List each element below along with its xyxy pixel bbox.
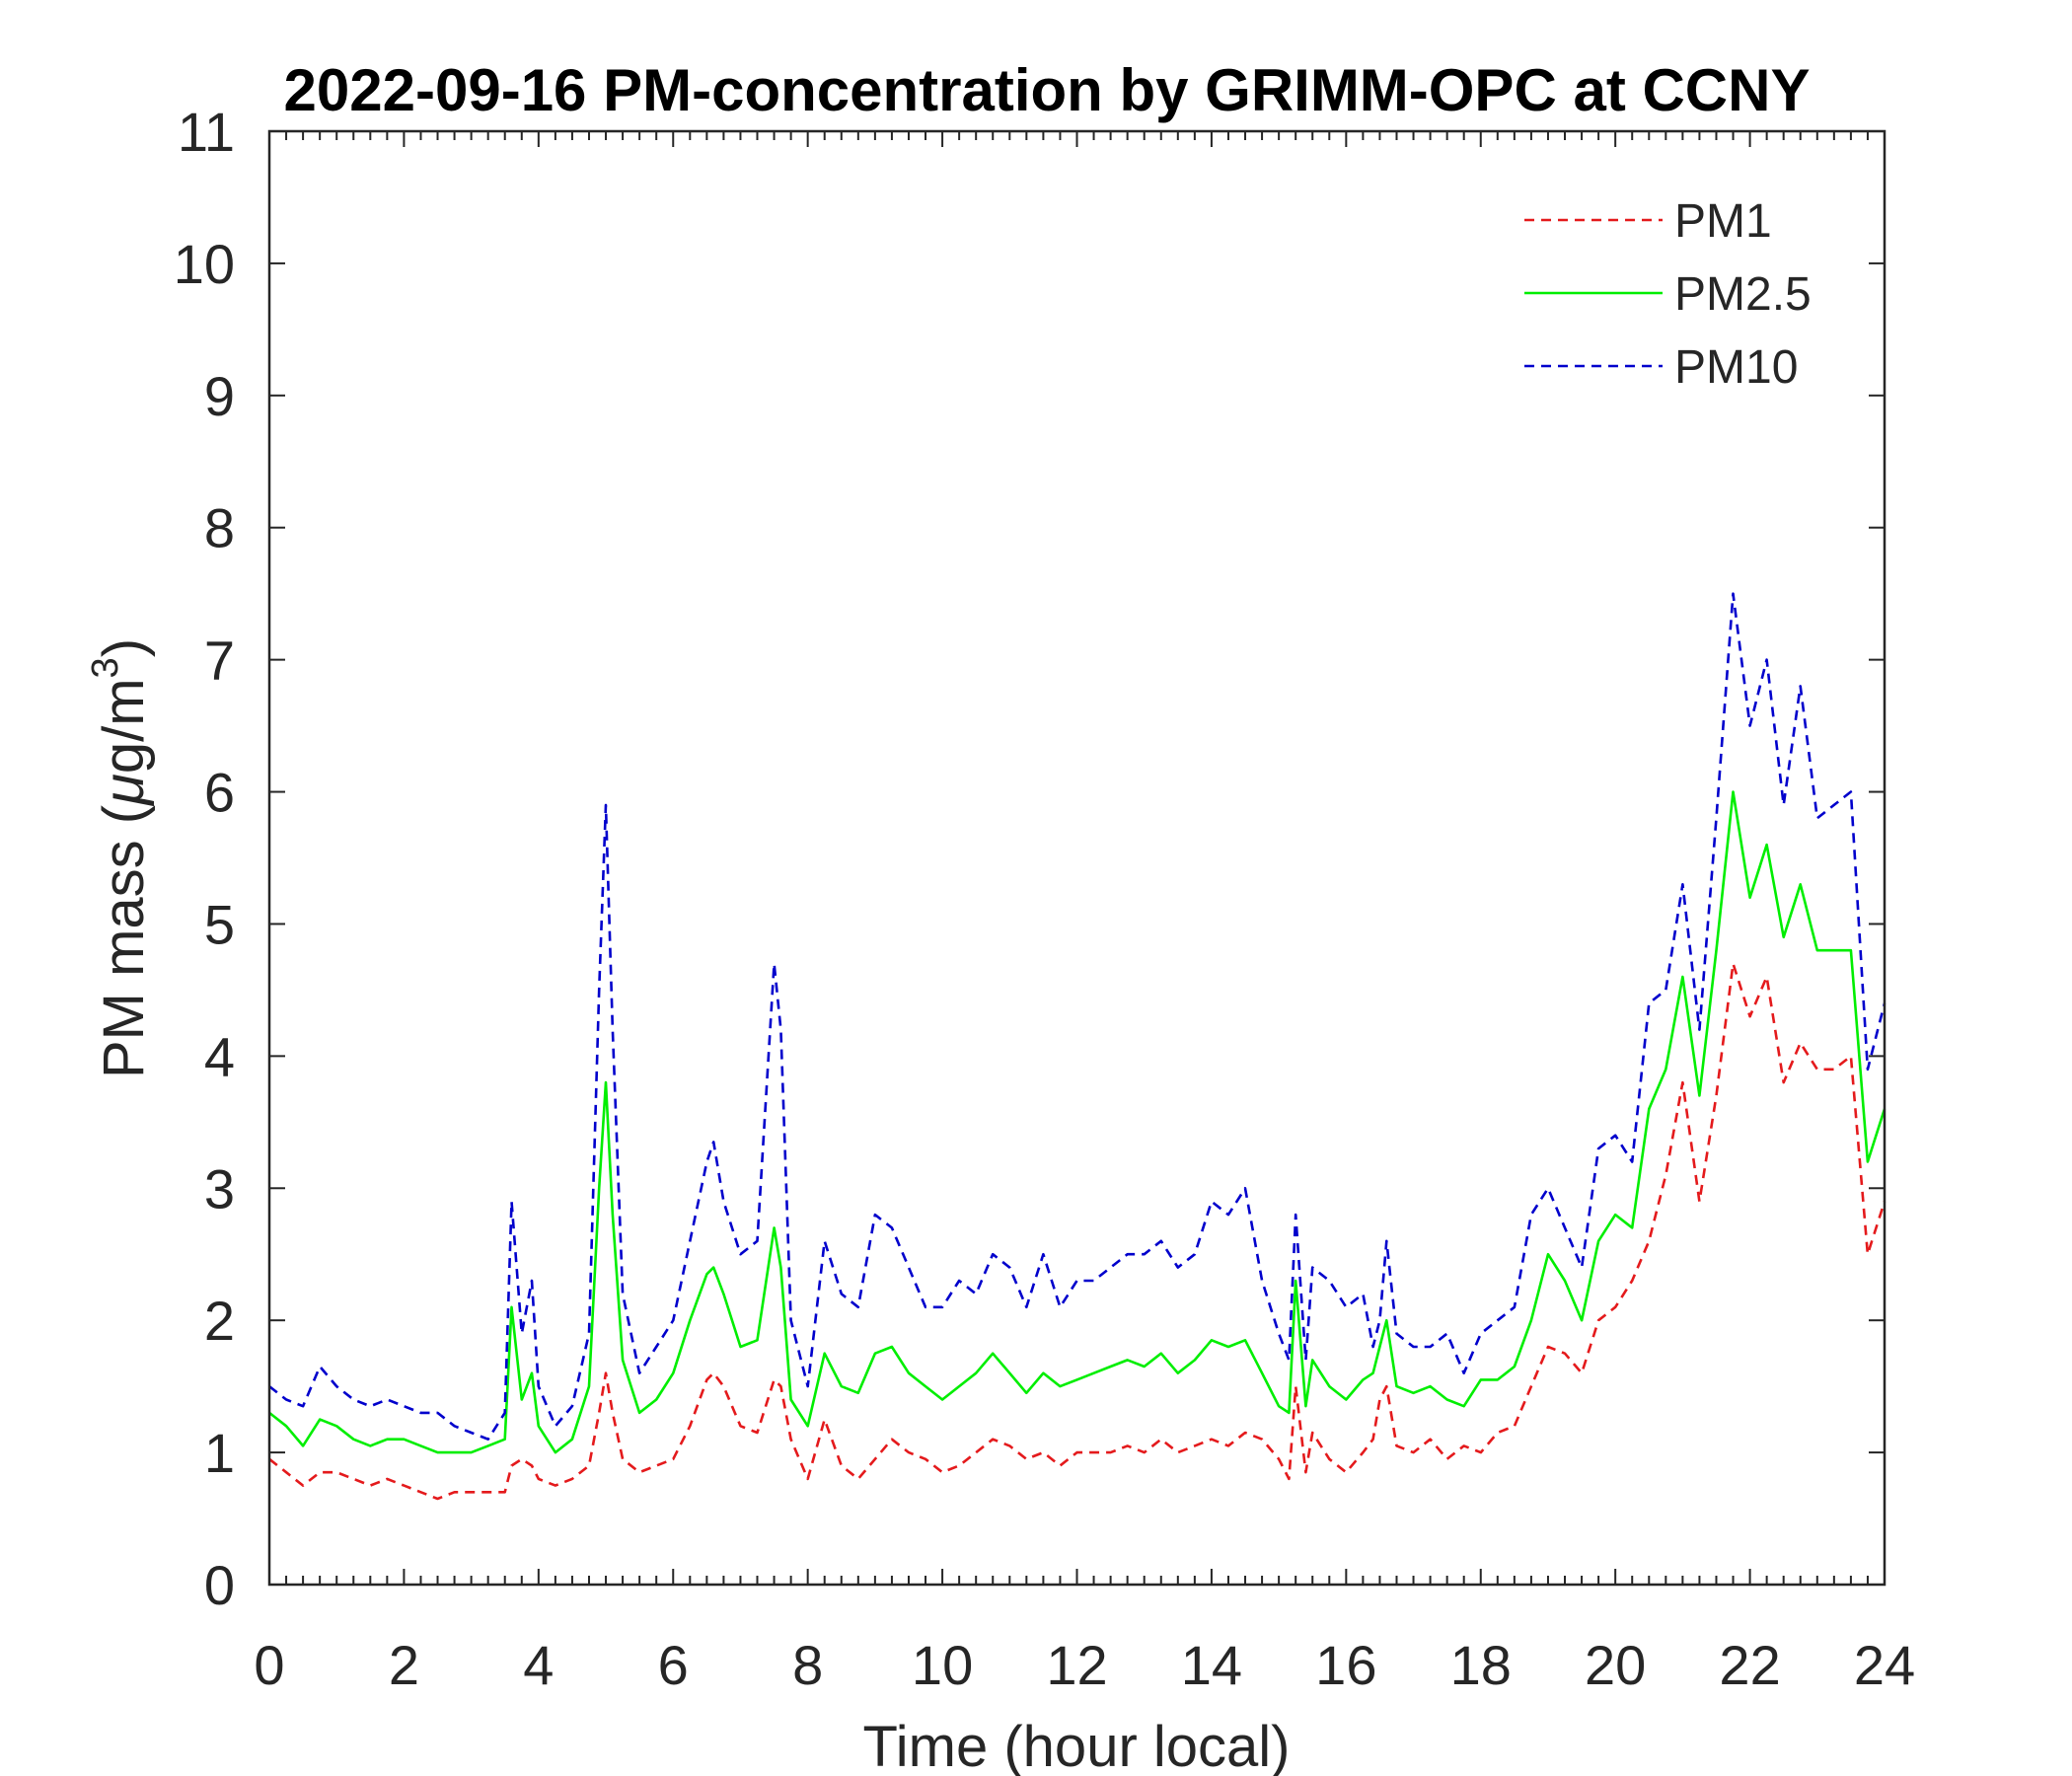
x-tick-label: 2: [389, 1634, 419, 1696]
y-axis-label-unit: g/m: [92, 678, 156, 774]
y-tick-label: 11: [178, 101, 235, 163]
x-axis-label: Time (hour local): [863, 1715, 1291, 1776]
x-tick-label: 12: [1046, 1634, 1107, 1696]
series-line-pm10: [268, 592, 1887, 1441]
x-tick-label: 22: [1719, 1634, 1780, 1696]
y-tick-label: 5: [204, 893, 235, 955]
legend-label-pm1: PM1: [1674, 195, 1772, 248]
x-tick-label: 6: [658, 1634, 689, 1696]
x-tick-label: 20: [1585, 1634, 1646, 1696]
legend-label-pm10: PM10: [1674, 341, 1798, 394]
series-layer: [268, 592, 1887, 1501]
y-tick-label: 0: [204, 1554, 235, 1616]
y-tick-label: 10: [174, 233, 235, 295]
x-tick-label: 0: [254, 1634, 284, 1696]
plot-frame: [267, 129, 1887, 1587]
y-tick-label: 6: [204, 762, 235, 824]
x-tick-label: 4: [523, 1634, 554, 1696]
x-tick-label: 18: [1450, 1634, 1512, 1696]
x-tick-label: 16: [1315, 1634, 1376, 1696]
y-axis-label-main: PM mass (: [92, 805, 156, 1078]
series-line-pm1: [268, 962, 1887, 1501]
x-tick-label: 24: [1854, 1634, 1915, 1696]
y-axis-label-mu: μ: [92, 774, 156, 807]
y-axis-label-sup: 3: [85, 657, 126, 678]
y-axis-label: PM mass (μg/m3): [85, 638, 156, 1078]
y-tick-label: 9: [204, 365, 235, 427]
x-tick-label: 8: [792, 1634, 823, 1696]
y-tick-label: 3: [204, 1157, 235, 1220]
x-tick-label: 10: [912, 1634, 973, 1696]
y-tick-label: 1: [204, 1422, 235, 1484]
chart-title: 2022-09-16 PM-concentration by GRIMM-OPC…: [284, 57, 1811, 123]
y-tick-label: 7: [204, 629, 235, 692]
legend-label-pm25: PM2.5: [1674, 268, 1812, 321]
y-tick-label: 2: [204, 1290, 235, 1352]
y-axis-label-close: ): [92, 638, 156, 657]
series-line-pm25: [268, 790, 1887, 1454]
y-axis: 0 1 2 3 4 5 6 7 8 9 10 11: [174, 101, 1885, 1616]
x-axis: 0 2 4 6 8 10 12 14 16 18 20 22 24: [254, 131, 1915, 1696]
legend: PM1 PM2.5 PM10: [1524, 195, 1812, 394]
y-tick-label: 8: [204, 497, 235, 559]
y-tick-label: 4: [204, 1025, 235, 1087]
x-tick-label: 14: [1181, 1634, 1242, 1696]
